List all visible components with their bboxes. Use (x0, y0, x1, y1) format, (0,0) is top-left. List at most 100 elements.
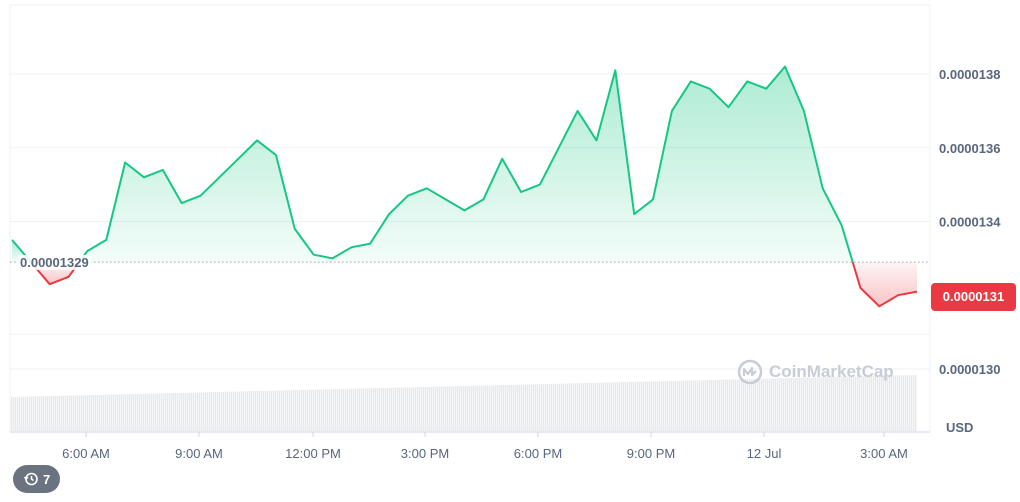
volume-bar (907, 375, 909, 432)
volume-bar (305, 389, 307, 432)
volume-bar (523, 384, 525, 432)
volume-bar (685, 380, 687, 432)
volume-bar (809, 377, 811, 432)
volume-bar (719, 379, 721, 432)
volume-bar (469, 385, 471, 432)
volume-bar (299, 389, 301, 432)
volume-bar (443, 386, 445, 432)
volume-bar (219, 391, 221, 432)
volume-bar (419, 387, 421, 432)
volume-bar (459, 386, 461, 432)
volume-bar (537, 384, 539, 432)
volume-bar (97, 394, 99, 432)
volume-bar (667, 381, 669, 432)
volume-bar (915, 375, 917, 432)
volume-bar (725, 379, 727, 432)
volume-bar (19, 396, 21, 432)
volume-bar (319, 389, 321, 432)
volume-bar (279, 390, 281, 432)
volume-bar (791, 378, 793, 432)
volume-bar (853, 376, 855, 432)
volume-bar (615, 382, 617, 432)
volume-bar (893, 375, 895, 432)
volume-bar (619, 382, 621, 432)
volume-bar (201, 392, 203, 432)
volume-bar (767, 378, 769, 432)
volume-bar (225, 391, 227, 432)
volume-bar (597, 382, 599, 432)
volume-bar (69, 395, 71, 432)
volume-bar (87, 395, 89, 432)
volume-bar (187, 392, 189, 432)
volume-bar (479, 385, 481, 432)
volume-bar (41, 396, 43, 432)
volume-bar (139, 393, 141, 432)
volume-bar (331, 389, 333, 432)
watermark-text: CoinMarketCap (769, 362, 894, 381)
volume-bar (445, 386, 447, 432)
price-line-down (851, 261, 918, 308)
volume-bar (751, 379, 753, 432)
events-history-button[interactable]: 7 (13, 465, 61, 493)
volume-bar (789, 378, 791, 432)
volume-bar (359, 388, 361, 432)
volume-bar (137, 393, 139, 432)
volume-bar (787, 378, 789, 432)
volume-bar (231, 391, 233, 432)
volume-bar (649, 381, 651, 432)
volume-bar (569, 383, 571, 432)
volume-bar (361, 388, 363, 432)
volume-bar (735, 379, 737, 432)
volume-bar (673, 380, 675, 432)
volume-bar (533, 384, 535, 432)
volume-bar (311, 389, 313, 432)
volume-bar (747, 379, 749, 432)
volume-bar (73, 395, 75, 432)
volume-bar (825, 377, 827, 432)
volume-bar (221, 391, 223, 432)
volume-bar (621, 382, 623, 432)
volume-bar (289, 390, 291, 432)
volume-bar (171, 393, 173, 432)
volume-bar (113, 394, 115, 432)
volume-bar (449, 386, 451, 432)
volume-bar (407, 387, 409, 432)
volume-bar (261, 390, 263, 432)
volume-bar (671, 380, 673, 432)
volume-bar (505, 384, 507, 432)
volume-bar (861, 376, 863, 432)
volume-bar (439, 386, 441, 432)
volume-bar (817, 377, 819, 432)
volume-bar (635, 381, 637, 432)
volume-bar (879, 375, 881, 432)
volume-bar (333, 389, 335, 432)
price-area (12, 66, 917, 307)
volume-bar (717, 379, 719, 432)
volume-bar (579, 383, 581, 432)
volume-bar (131, 394, 133, 432)
volume-bar (611, 382, 613, 432)
volume-bar (385, 387, 387, 432)
volume-bar (737, 379, 739, 432)
volume-bar (901, 375, 903, 432)
volume-bar (121, 394, 123, 432)
volume-bar (165, 393, 167, 432)
volume-bar (535, 384, 537, 432)
volume-bar (823, 377, 825, 432)
volume-bar (521, 384, 523, 432)
volume-bar (79, 395, 81, 432)
volume-bar (93, 395, 95, 432)
x-tick-label: 3:00 AM (860, 446, 908, 461)
coinmarketcap-watermark: CoinMarketCap (737, 359, 894, 385)
volume-bar (65, 395, 67, 432)
volume-bar (217, 391, 219, 432)
volume-bar (239, 391, 241, 432)
volume-bar (903, 375, 905, 432)
volume-bar (195, 392, 197, 432)
volume-bar (249, 391, 251, 432)
volume-bar (555, 383, 557, 432)
volume-bar (223, 391, 225, 432)
volume-bar (205, 392, 207, 432)
volume-bar (849, 376, 851, 432)
